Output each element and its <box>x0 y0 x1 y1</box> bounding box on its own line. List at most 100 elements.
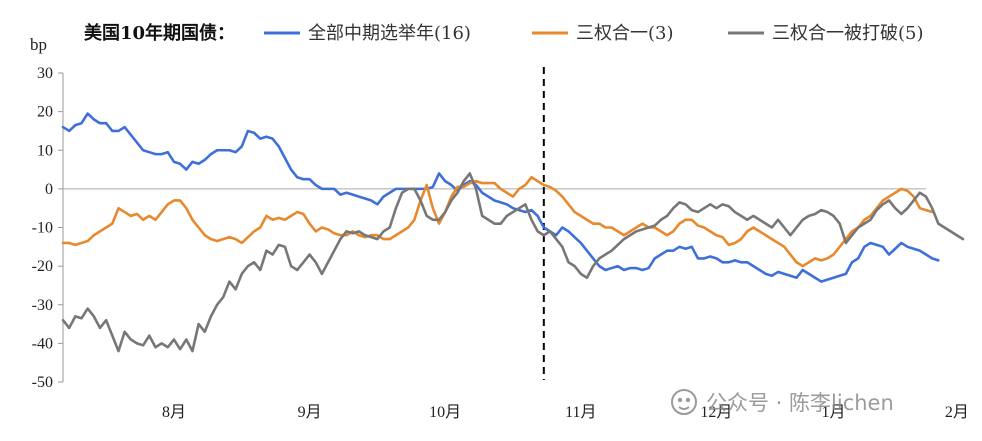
data-point <box>388 238 391 240</box>
data-point <box>357 234 360 237</box>
data-point <box>308 253 311 256</box>
data-point <box>820 259 823 262</box>
data-point <box>758 218 761 221</box>
data-point <box>906 189 909 192</box>
data-point <box>247 236 249 239</box>
data-point <box>376 203 379 206</box>
data-point <box>925 195 927 198</box>
data-point <box>438 172 440 175</box>
y-tick-label: 20 <box>37 104 53 121</box>
data-point <box>382 230 385 233</box>
data-point <box>752 226 755 229</box>
data-point <box>216 149 219 152</box>
data-point <box>955 234 958 237</box>
data-point <box>561 226 564 229</box>
data-point <box>481 215 484 217</box>
data-point <box>900 187 903 190</box>
data-point <box>752 215 755 217</box>
data-point <box>542 226 545 229</box>
data-point <box>715 207 718 210</box>
data-point <box>875 243 878 246</box>
data-point <box>327 187 329 190</box>
data-point <box>487 218 490 221</box>
data-point <box>129 133 132 136</box>
data-point <box>62 319 64 322</box>
data-point <box>690 245 693 248</box>
data-point <box>431 207 434 210</box>
data-point <box>438 218 440 221</box>
data-point <box>228 280 231 283</box>
data-point <box>413 187 416 190</box>
data-point <box>561 245 564 248</box>
data-point <box>863 218 866 221</box>
data-point <box>536 230 539 233</box>
x-tick-label: 12月 <box>700 404 732 421</box>
data-point <box>407 187 410 190</box>
data-point <box>592 265 595 268</box>
data-point <box>321 272 323 275</box>
legend-label-series-2: 三权合一(3) <box>576 23 674 44</box>
data-point <box>770 274 773 277</box>
data-point <box>641 222 644 225</box>
data-point <box>801 218 804 221</box>
data-point <box>906 245 909 248</box>
data-point <box>271 137 274 140</box>
data-point <box>160 153 163 156</box>
data-point <box>826 257 829 260</box>
data-point <box>746 218 749 221</box>
legend-label-series-1: 全部中期选举年(16) <box>308 23 471 44</box>
data-point <box>197 226 200 229</box>
data-point <box>894 207 897 210</box>
data-point <box>357 195 360 198</box>
data-point <box>641 269 644 271</box>
data-point <box>296 176 299 179</box>
data-point <box>499 187 502 190</box>
data-point <box>80 242 83 244</box>
data-point <box>616 265 619 268</box>
data-point <box>875 209 878 212</box>
data-point <box>857 257 860 260</box>
data-point <box>456 191 459 194</box>
data-point <box>635 230 638 233</box>
data-point <box>345 230 348 233</box>
data-point <box>734 211 736 213</box>
data-point <box>80 317 83 320</box>
data-point <box>191 160 194 163</box>
data-point <box>826 278 829 281</box>
data-point <box>697 224 699 227</box>
data-point <box>203 330 206 333</box>
data-point <box>111 334 114 337</box>
data-point <box>456 186 459 188</box>
data-point <box>931 257 934 260</box>
data-point <box>148 334 151 337</box>
data-point <box>851 261 853 264</box>
data-point <box>129 338 132 341</box>
data-point <box>740 238 742 240</box>
data-point <box>567 230 570 233</box>
data-point <box>838 222 841 225</box>
data-point <box>401 191 403 194</box>
data-point <box>586 276 588 279</box>
data-point <box>425 215 428 217</box>
data-point <box>715 257 718 260</box>
data-point <box>807 261 810 264</box>
data-point <box>857 226 860 229</box>
data-point <box>555 238 558 240</box>
data-point <box>703 226 705 229</box>
data-point <box>136 213 138 215</box>
data-point <box>364 197 366 200</box>
data-point <box>68 242 71 244</box>
data-point <box>62 242 64 244</box>
chart-title: 美国10年期国债： <box>84 22 235 44</box>
data-point <box>475 180 477 183</box>
data-point <box>783 245 786 248</box>
data-point <box>185 338 188 341</box>
data-point <box>117 207 120 210</box>
data-point <box>623 234 625 237</box>
y-tick-label: -30 <box>32 297 53 314</box>
data-point <box>524 203 527 206</box>
data-point <box>86 307 89 310</box>
data-point <box>653 224 656 227</box>
data-point <box>567 203 570 206</box>
data-point <box>647 267 650 269</box>
